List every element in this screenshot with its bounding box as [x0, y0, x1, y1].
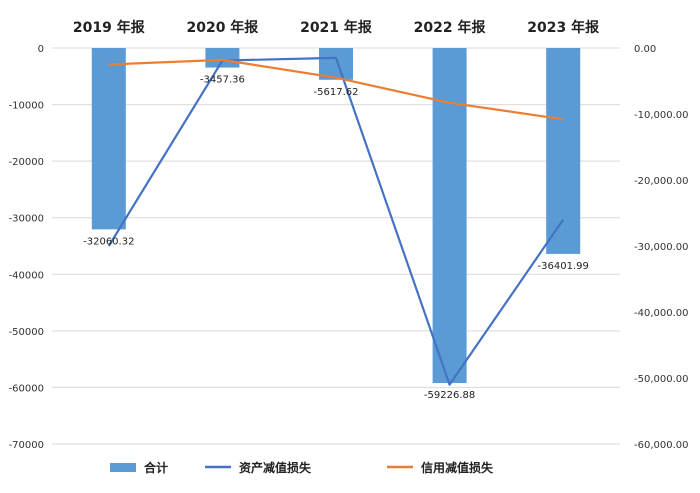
legend-label: 资产减值损失 — [239, 460, 312, 475]
bar-data-label: -36401.99 — [538, 261, 589, 272]
right-tick-label: -10,000.00 — [634, 110, 689, 121]
legend-label: 信用减值损失 — [421, 460, 494, 475]
left-tick-label: 0 — [38, 44, 44, 55]
right-tick-label: -50,000.00 — [634, 374, 689, 385]
series-line-1 — [107, 56, 565, 386]
category-label: 2019 年报 — [73, 19, 145, 36]
data-labels: -32060.32 -3457.36 -5617.62 -59226.88 -36401… — [83, 75, 589, 401]
gridlines — [52, 47, 620, 445]
category-label: 2020 年报 — [186, 19, 258, 36]
left-tick-label: -20000 — [9, 157, 44, 168]
left-y-axis: 0 -10000 -20000 -30000 -40000 -50000 -60000 -70… — [9, 44, 44, 451]
bar — [546, 48, 581, 254]
left-tick-label: -40000 — [9, 270, 44, 281]
right-tick-label: -20,000.00 — [634, 176, 689, 187]
category-axis: 2019 年报 2020 年报 2021 年报 2022 年报 2023 年报 — [73, 19, 599, 36]
bar-series — [91, 48, 581, 384]
right-tick-label: -40,000.00 — [634, 308, 689, 319]
bar — [432, 48, 467, 384]
bar-data-label: -3457.36 — [200, 75, 245, 86]
bar — [205, 48, 240, 68]
left-tick-label: -50000 — [9, 327, 44, 338]
left-tick-label: -60000 — [9, 383, 44, 394]
bar-data-label: -59226.88 — [424, 390, 475, 401]
bar — [91, 48, 126, 230]
right-tick-label: -30,000.00 — [634, 242, 689, 253]
legend-label: 合计 — [144, 460, 168, 475]
legend-swatch — [110, 463, 136, 472]
series-line-2 — [108, 58, 564, 121]
left-tick-label: -30000 — [9, 214, 44, 225]
category-label: 2021 年报 — [300, 19, 372, 36]
bar-data-label: -32060.32 — [83, 236, 134, 247]
bar — [319, 48, 353, 80]
line-series — [107, 56, 565, 386]
right-tick-label: 0.00 — [634, 44, 656, 55]
bar-data-label: -5617.62 — [314, 87, 359, 98]
right-tick-label: -60,000.00 — [634, 440, 689, 451]
right-y-axis: 0.00 -10,000.00 -20,000.00 -30,000.00 -40,00… — [634, 44, 689, 451]
left-tick-label: -70000 — [9, 440, 44, 451]
left-tick-label: -10000 — [9, 101, 44, 112]
category-label: 2022 年报 — [414, 19, 486, 36]
category-label: 2023 年报 — [527, 19, 599, 36]
legend: 合计 资产减值损失 信用减值损失 — [110, 460, 494, 475]
